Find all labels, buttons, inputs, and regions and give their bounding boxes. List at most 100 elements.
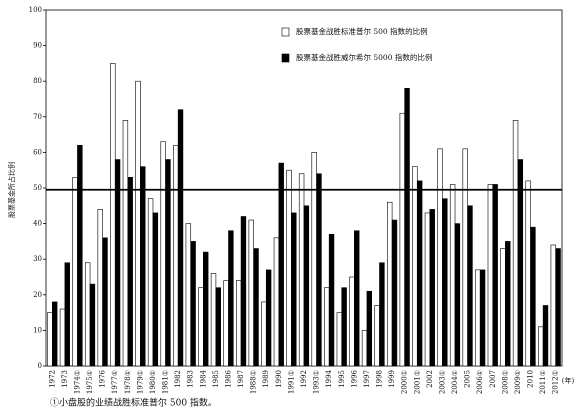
x-tick-label: 1981①	[162, 370, 170, 394]
bar	[77, 144, 83, 367]
x-tick-label: 1979①	[136, 370, 144, 394]
x-tick-label: 1980①	[149, 370, 157, 394]
bar	[273, 237, 280, 367]
x-tick-label: 1999	[388, 370, 396, 388]
bar	[177, 109, 184, 367]
x-tick-label: 1995	[338, 370, 346, 388]
x-tick-label: 2007	[489, 370, 497, 388]
y-tick-label: 100	[29, 6, 42, 14]
bar	[265, 269, 272, 367]
x-tick-label: 1993①	[313, 370, 321, 394]
bar	[51, 301, 58, 367]
bar	[240, 216, 247, 367]
x-tick-label: 1975①	[86, 370, 94, 394]
bar	[462, 148, 468, 367]
bar	[424, 212, 431, 367]
bar	[303, 205, 310, 367]
bar	[379, 262, 385, 367]
x-tick-label: 1986	[224, 369, 232, 387]
x-tick-label: 1987	[237, 370, 245, 388]
legend-label: 股票基金战胜标准普尔 500 指数的比例	[296, 26, 428, 36]
bar	[261, 301, 267, 367]
bar	[228, 230, 234, 367]
x-tick-label: 2001①	[413, 370, 421, 394]
x-tick-label: 2012①	[552, 370, 560, 394]
bar	[538, 326, 544, 367]
x-tick-label: 1994	[325, 369, 333, 387]
bar	[324, 287, 330, 367]
bar	[203, 251, 209, 367]
bar	[467, 205, 473, 367]
bar	[223, 280, 229, 367]
bar	[64, 262, 70, 367]
x-tick-label: 1990	[275, 370, 283, 388]
bar	[550, 244, 557, 367]
x-tick-label: 2011①	[539, 370, 547, 394]
legend-label: 股票基金战胜威尔希尔 5000 指数的比例	[296, 52, 432, 62]
x-tick-label: 1996	[350, 369, 358, 387]
x-tick-label: 2005	[464, 370, 472, 388]
y-tick-label: 80	[33, 77, 42, 85]
bar	[442, 198, 448, 367]
y-tick-label: 60	[33, 148, 42, 156]
bar	[416, 180, 423, 367]
x-tick-label: 1997	[363, 370, 371, 388]
bar	[114, 159, 121, 367]
bar	[135, 80, 141, 367]
x-tick-label: 1972	[48, 370, 56, 388]
bar	[542, 305, 549, 367]
x-tick-label: 1988①	[250, 370, 258, 394]
x-tick-label: 1976	[99, 369, 107, 387]
y-tick-label: 20	[33, 291, 42, 299]
bar	[391, 219, 398, 367]
bar	[278, 162, 284, 367]
bar	[316, 173, 322, 367]
bar	[449, 184, 456, 367]
y-tick-label: 40	[33, 220, 42, 228]
bar	[84, 262, 91, 367]
x-tick-label: 2009①	[514, 370, 522, 394]
bar	[140, 166, 146, 367]
bar	[198, 287, 204, 367]
bar	[517, 159, 524, 367]
x-tick-label: 1985	[212, 370, 220, 388]
bar	[429, 209, 435, 367]
y-axis-label: 股票基金所占比例	[7, 162, 16, 218]
bar	[328, 233, 335, 367]
x-tick-label: 2008①	[501, 370, 509, 394]
bar	[530, 226, 536, 367]
bar	[210, 273, 217, 367]
x-tick-label: 1983	[187, 370, 195, 388]
bar	[122, 120, 129, 367]
bar	[185, 223, 192, 367]
bar	[487, 184, 494, 367]
x-tick-label: 2000①	[401, 370, 409, 394]
bar	[479, 269, 486, 367]
bar	[404, 88, 410, 367]
footnote: ①小盘股的业绩战胜标准普尔 500 指数。	[50, 397, 217, 409]
y-tick-label: 90	[33, 42, 42, 50]
bar	[500, 248, 506, 367]
bar	[152, 212, 159, 367]
bar	[475, 269, 481, 367]
bar	[97, 209, 103, 367]
y-tick-label: 10	[33, 326, 42, 334]
x-tick-label: 1978①	[124, 370, 132, 394]
legend-swatch	[281, 53, 290, 63]
bar	[147, 198, 154, 367]
x-tick-label: 2003①	[438, 370, 446, 394]
bar	[399, 112, 405, 367]
bar	[59, 308, 66, 367]
x-tick-label: 1974①	[73, 370, 81, 394]
bar	[412, 166, 418, 367]
bar	[336, 312, 343, 367]
bar	[525, 180, 531, 367]
y-tick-label: 0	[38, 362, 42, 370]
x-tick-label: 1989	[262, 370, 270, 388]
x-tick-label: 1982	[174, 370, 182, 388]
bar	[127, 177, 133, 367]
bar	[349, 276, 355, 367]
bar	[311, 152, 317, 367]
x-tick-label: 1977①	[111, 370, 119, 394]
